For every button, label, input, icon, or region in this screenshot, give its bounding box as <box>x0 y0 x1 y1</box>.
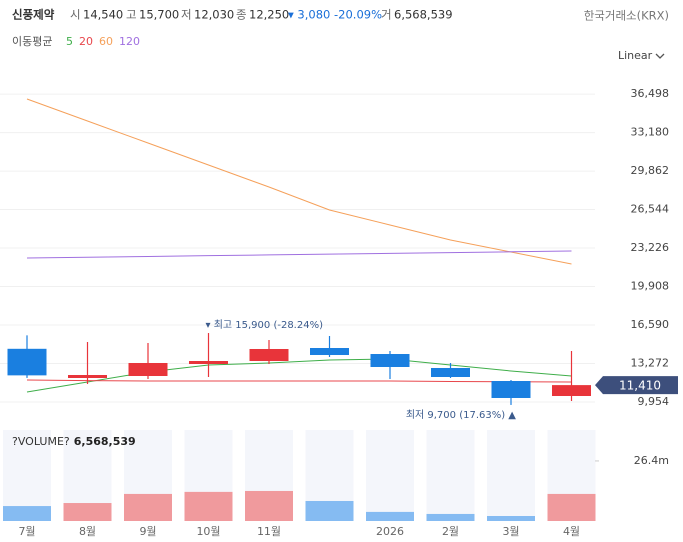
high-value: 15,700 <box>139 8 179 22</box>
volume-bar <box>426 513 475 521</box>
x-tick-label: 9월 <box>139 525 156 538</box>
volume-bar <box>366 511 414 521</box>
x-tick-label: 10월 <box>196 525 220 538</box>
volume-value: 6,568,539 <box>394 8 453 22</box>
candle-body <box>552 385 591 396</box>
volume-column <box>366 430 414 521</box>
candle-body <box>431 367 470 377</box>
volume-bar <box>547 493 596 521</box>
volume-column <box>426 430 475 521</box>
legend-entry: 60 <box>99 35 113 48</box>
candle-body <box>249 348 289 362</box>
ma-line <box>26 98 572 265</box>
legend-entry: 120 <box>119 35 140 48</box>
ma-title: 이동평균 <box>12 35 52 48</box>
volume-bar <box>245 490 293 521</box>
x-tick-label: 2월 <box>442 525 459 538</box>
open-value: 14,540 <box>83 8 123 22</box>
y-tick-label: 29,862 <box>631 164 670 177</box>
last-price-label: 11,410 <box>619 379 661 393</box>
volume-bar <box>124 493 172 521</box>
ma-line <box>26 250 572 259</box>
close-label: 종 <box>236 8 247 22</box>
x-tick-label: 3월 <box>502 525 519 538</box>
volume-column <box>3 430 51 521</box>
ma-line <box>26 358 572 393</box>
low-annotation: 최저 9,700 (17.63%) ▲ <box>406 409 516 421</box>
volume-bar <box>184 491 233 521</box>
volume-tick-label: 26.4m <box>634 454 669 467</box>
y-tick-label: 9,954 <box>638 395 670 408</box>
change: ▾ 3,080 -20.09% <box>288 8 382 22</box>
volume-label: 거 <box>381 8 392 22</box>
open-label: 시 <box>70 8 81 22</box>
candle-body <box>7 348 47 376</box>
low-value: 12,030 <box>194 8 234 22</box>
x-tick-label: 8월 <box>79 525 96 538</box>
x-tick-label: 7월 <box>18 525 35 538</box>
exchange: 한국거래소(KRX) <box>584 9 669 23</box>
volume-last: 6,568,539 <box>74 435 136 448</box>
scale-mode[interactable]: Linear <box>618 49 653 62</box>
legend-entry: 20 <box>79 35 93 48</box>
high-label: 고 <box>126 8 137 22</box>
candle-body <box>310 347 349 356</box>
x-tick-label: 11월 <box>257 525 281 538</box>
candle-body <box>491 381 531 398</box>
y-tick-label: 13,272 <box>631 357 670 370</box>
x-tick-label: 2026 <box>376 525 404 538</box>
volume-bar <box>63 503 112 521</box>
close-value: 12,250 <box>249 8 289 22</box>
stock-name: 신풍제약 <box>12 8 55 22</box>
legend-entry: 5 <box>66 35 73 48</box>
candle-body <box>189 361 228 364</box>
volume-title: ?VOLUME? <box>12 435 70 448</box>
last-price-badge <box>595 376 678 395</box>
low-label: 저 <box>181 8 192 22</box>
candle-body <box>68 375 107 378</box>
x-tick-label: 4월 <box>563 525 580 538</box>
chevron[interactable] <box>655 53 665 59</box>
y-tick-label: 16,590 <box>631 318 670 331</box>
candle-body <box>370 354 410 367</box>
y-tick-label: 26,544 <box>631 203 670 216</box>
volume-column <box>487 430 535 521</box>
ma-line <box>26 379 572 383</box>
volume-bar <box>3 506 51 521</box>
y-tick-label: 36,498 <box>631 87 670 100</box>
y-tick-label: 19,908 <box>631 280 670 293</box>
y-tick-label: 23,226 <box>631 241 670 254</box>
y-tick-label: 33,180 <box>631 126 670 139</box>
high-annotation: ▾ 최고 15,900 (-28.24%) <box>206 319 324 331</box>
volume-bar <box>487 515 535 521</box>
volume-bar <box>305 500 354 521</box>
candle-body <box>128 362 168 377</box>
